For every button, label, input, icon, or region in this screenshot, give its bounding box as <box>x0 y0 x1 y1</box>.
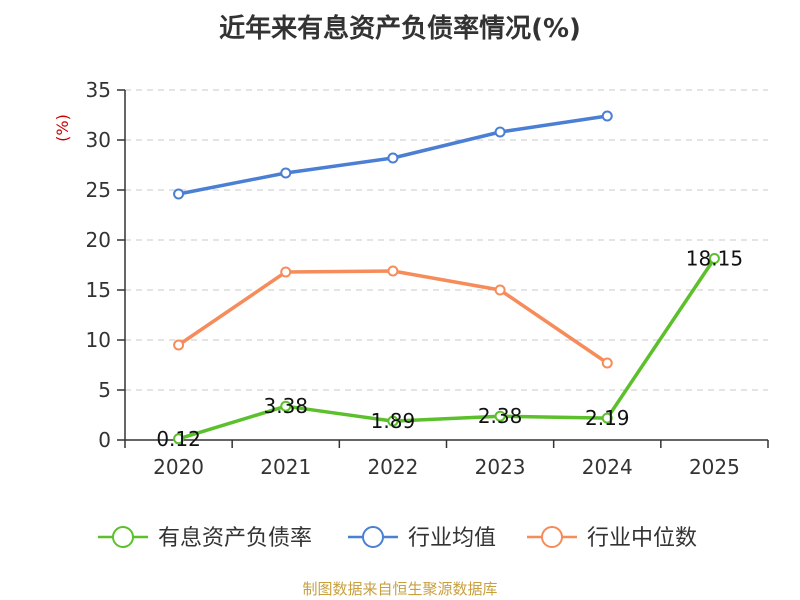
source-note: 制图数据来自恒生聚源数据库 <box>302 580 498 598</box>
point-2-2020 <box>173 339 185 351</box>
x-tick-label-2020: 2020 <box>153 455 204 479</box>
point-0-2022 <box>387 415 399 427</box>
y-tick-label-25: 25 <box>86 178 111 202</box>
chart-title: 近年来有息资产负债率情况(%) <box>219 14 581 44</box>
point-1-2021 <box>280 167 292 179</box>
point-2-2023 <box>494 284 506 296</box>
x-tick-label-2023: 2023 <box>475 455 526 479</box>
y-tick-label-15: 15 <box>86 278 111 302</box>
point-0-2024 <box>601 412 613 424</box>
data-label-2022: 1.89 <box>371 409 416 433</box>
x-axis-ticks: 2020 2021 2022 2023 2024 2025 <box>124 440 769 479</box>
point-1-2024 <box>601 110 613 122</box>
legend-label-2: 行业中位数 <box>587 526 697 551</box>
y-tick-label-0: 0 <box>98 428 111 452</box>
legend-label-0: 有息资产负债率 <box>158 526 312 551</box>
point-2-2021 <box>280 266 292 278</box>
data-label-2023: 2.38 <box>478 404 523 428</box>
legend-marker-0 <box>112 526 134 548</box>
y-tick-label-10: 10 <box>86 328 111 352</box>
data-labels: 0.12 3.38 1.89 2.38 2.19 18.15 <box>156 247 743 451</box>
data-label-2021: 3.38 <box>263 394 308 418</box>
point-2-2024 <box>601 357 613 369</box>
y-axis-ticks: 0 5 10 15 20 25 30 35 <box>86 78 125 452</box>
y-tick-label-30: 30 <box>86 128 111 152</box>
legend-label-1: 行业均值 <box>408 526 496 551</box>
y-tick-label-35: 35 <box>86 78 111 102</box>
x-tick-label-2022: 2022 <box>367 455 418 479</box>
series-line-0 <box>178 257 716 441</box>
point-1-2023 <box>494 126 506 138</box>
grid-lines <box>125 89 768 391</box>
series-group <box>173 110 720 445</box>
point-0-2025 <box>708 253 720 264</box>
x-tick-label-2021: 2021 <box>260 455 311 479</box>
series-line-2 <box>177 269 609 365</box>
x-tick-label-2025: 2025 <box>689 455 740 479</box>
point-0-2023 <box>494 410 506 422</box>
point-1-2022 <box>387 152 399 164</box>
legend-marker-1 <box>362 526 384 548</box>
data-label-2020: 0.12 <box>156 427 201 451</box>
legend: 有息资产负债率 行业均值 行业中位数 <box>98 526 697 551</box>
y-tick-label-20: 20 <box>86 228 111 252</box>
point-2-2022 <box>387 265 399 277</box>
axes <box>124 90 768 441</box>
data-label-2024: 2.19 <box>585 406 630 430</box>
x-tick-label-2024: 2024 <box>582 455 633 479</box>
data-label-2025: 18.15 <box>686 247 743 271</box>
y-tick-label-5: 5 <box>98 378 111 402</box>
point-0-2021 <box>280 400 292 412</box>
legend-marker-2 <box>541 526 563 548</box>
point-0-2020 <box>173 433 185 445</box>
point-1-2020 <box>173 188 185 200</box>
y-axis-unit: (%) <box>53 114 72 142</box>
